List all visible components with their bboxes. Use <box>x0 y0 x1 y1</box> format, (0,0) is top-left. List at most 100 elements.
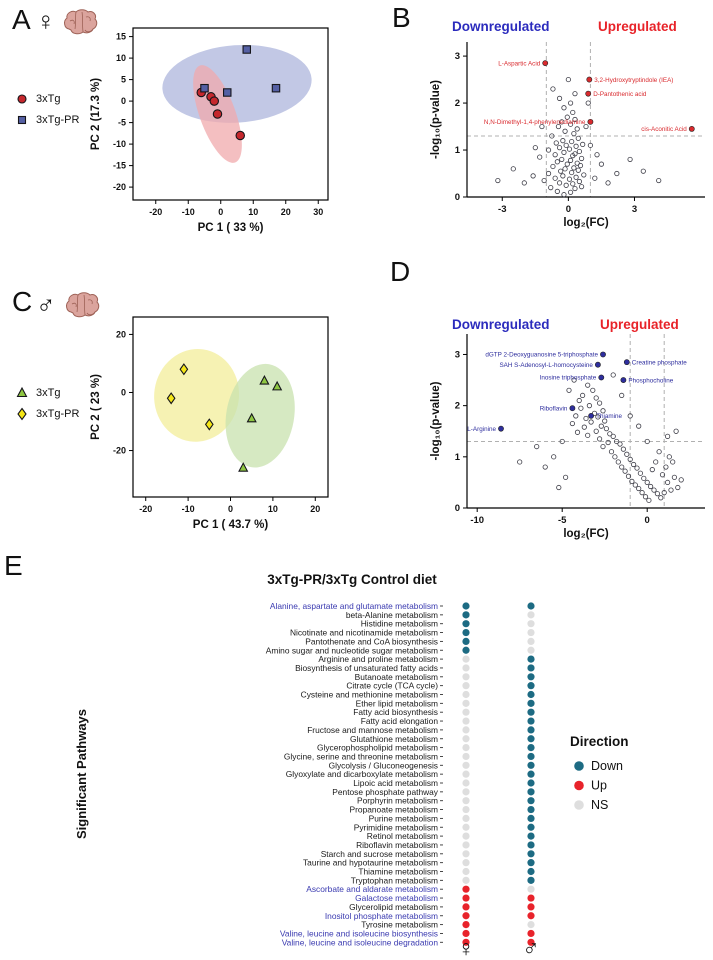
pathway-dot-female <box>462 673 470 681</box>
pathway-dot-male <box>527 850 535 858</box>
pathway-dot-female <box>462 921 470 929</box>
y-tick-label: 0 <box>455 503 460 514</box>
pathway-dot-female <box>462 779 470 787</box>
metabolite-point <box>571 377 577 383</box>
data-point-triangle <box>238 462 249 472</box>
pathway-dot-male <box>527 859 535 867</box>
pathway-dot-male <box>527 903 535 911</box>
data-point-triangle <box>246 412 257 423</box>
metabolite-point <box>598 423 604 429</box>
metabolite-point <box>661 490 667 496</box>
metabolite-point <box>615 459 621 465</box>
x-tick-label: 3 <box>632 204 637 215</box>
pathway-label: Nicotinate and nicotinamide metabolism <box>290 628 438 638</box>
panel-d-label: D <box>390 256 411 287</box>
metabolite-point <box>580 141 586 147</box>
metabolite-point <box>632 482 638 488</box>
metabolite-point <box>560 138 566 144</box>
data-point-diamond <box>166 392 176 405</box>
metabolite-point <box>554 188 560 194</box>
metabolite-point <box>631 461 637 468</box>
metabolite-point <box>610 433 616 439</box>
pathway-dot-male <box>527 602 535 610</box>
x-tick-label: 10 <box>268 504 278 514</box>
y-axis-label: PC 2 ( 23 %) <box>90 374 102 440</box>
metabolite-label: dGTP 2-Deoxyguanosine 5-triphosphate <box>485 352 598 359</box>
metabolite-point <box>556 484 562 491</box>
pathway-dot-female <box>462 867 470 876</box>
pathway-label: Valine, leucine and isoleucine degradati… <box>282 937 439 947</box>
metabolite-point <box>600 443 606 450</box>
pathway-label: Tyrosine metabolism <box>361 920 438 930</box>
pathway-dot-male <box>527 929 535 938</box>
metabolite-point <box>636 485 642 492</box>
pathway-dot-male <box>527 717 535 725</box>
y-tick-label: -5 <box>118 118 126 128</box>
pathway-label: Purine metabolism <box>369 813 438 823</box>
x-tick-label: -20 <box>139 504 152 514</box>
panel-c-legend: 3xTg 3xTg-PR <box>14 386 79 421</box>
pathway-dot-male <box>527 744 535 752</box>
data-point-circle <box>212 109 223 119</box>
metabolite-point <box>600 408 606 414</box>
red-circle-marker-icon <box>17 94 27 104</box>
x-axis-label: PC 1 ( 43.7 %) <box>193 519 269 531</box>
pathway-dot-female <box>462 770 470 778</box>
metabolite-point <box>668 487 674 493</box>
y-tick-label: 5 <box>121 75 126 85</box>
metabolite-point <box>573 143 579 149</box>
pathway-dot-female <box>462 797 470 805</box>
pathway-label: Histidine metabolism <box>361 619 438 629</box>
metabolite-point <box>510 166 516 172</box>
metabolite-point <box>559 438 565 445</box>
metabolite-point <box>570 109 576 116</box>
downregulated-header: Downregulated <box>452 317 550 332</box>
data-point-circle <box>235 130 246 141</box>
pathway-dot-male <box>527 708 535 716</box>
metabolite-point <box>564 161 570 167</box>
pathway-dot-female <box>462 761 470 769</box>
x-axis-label: log₂(FC) <box>563 528 609 540</box>
metabolite-point <box>605 180 611 186</box>
significant-metabolite-point <box>498 425 504 432</box>
pathway-dot-female <box>462 620 470 628</box>
x-tick-label: 30 <box>313 207 323 217</box>
metabolite-point <box>539 123 545 130</box>
metabolite-point <box>567 100 574 106</box>
pathway-dot-male <box>527 921 535 929</box>
pathway-dot-male <box>527 938 535 946</box>
metabolite-point <box>624 451 630 457</box>
significant-metabolite-point <box>586 76 593 83</box>
pathway-label: Glycerophospholipid metabolism <box>317 743 438 753</box>
direction-legend-label: Down <box>591 759 623 773</box>
pathway-dot-male <box>527 682 535 690</box>
direction-legend-label: Up <box>591 779 607 793</box>
pathway-label: Ascorbate and aldarate metabolism <box>306 884 438 894</box>
metabolite-point <box>637 470 643 476</box>
y-tick-label: 3 <box>455 51 460 62</box>
metabolite-label: Inosine triphosphate <box>540 375 597 382</box>
pathway-dot-male <box>527 770 535 778</box>
significant-metabolite-point <box>587 118 594 125</box>
metabolite-point <box>559 156 565 163</box>
metabolite-point <box>583 123 589 130</box>
metabolite-point <box>575 167 581 173</box>
metabolite-point <box>571 130 577 137</box>
pathway-label: Lipoic acid metabolism <box>353 778 438 788</box>
legend-label: 3xTg <box>36 93 61 105</box>
pathway-dot-female <box>462 646 470 654</box>
pathway-dot-male <box>527 620 535 628</box>
metabolite-point <box>578 405 584 411</box>
x-axis-label: log₂(FC) <box>563 217 609 229</box>
metabolite-point <box>610 372 616 378</box>
metabolite-point <box>573 174 579 180</box>
cluster-ellipse <box>154 349 240 442</box>
metabolite-point <box>578 184 585 190</box>
metabolite-label: 3,2-Hydroxytryptindole (IEA) <box>594 77 673 84</box>
metabolite-point <box>653 459 659 465</box>
pathway-label: Riboflavin metabolism <box>356 840 438 850</box>
pathway-dot-female <box>462 894 470 902</box>
female-symbol: ♀ <box>36 6 56 36</box>
data-point-triangle <box>272 380 283 391</box>
metabolite-point <box>578 155 585 162</box>
